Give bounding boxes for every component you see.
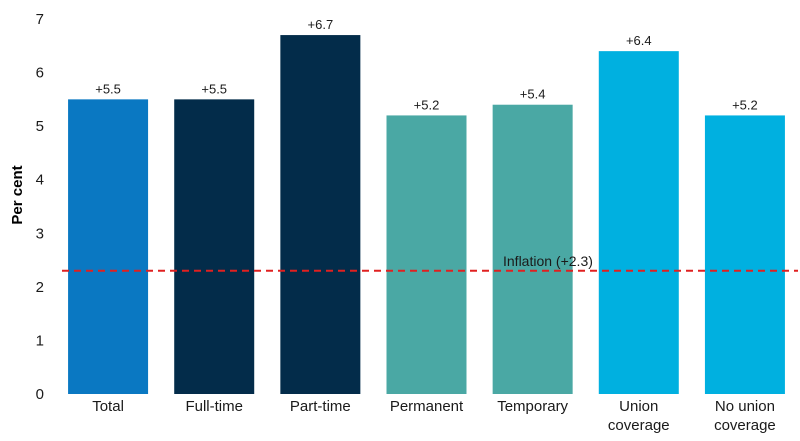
inflation-reference-label: Inflation (+2.3) xyxy=(503,253,593,269)
bar xyxy=(280,35,361,394)
y-tick-label: 3 xyxy=(36,225,44,242)
x-tick-label: Union xyxy=(619,398,658,415)
bar xyxy=(174,99,255,394)
x-tick-label: Temporary xyxy=(497,398,568,415)
x-tick-label: Full-time xyxy=(185,398,243,415)
x-tick-label: Part-time xyxy=(290,398,351,415)
reference-line-group: Inflation (+2.3) xyxy=(62,253,798,272)
data-label: +5.2 xyxy=(732,97,758,112)
bar xyxy=(68,99,149,394)
data-label: +5.5 xyxy=(95,81,121,96)
y-axis-title: Per cent xyxy=(9,165,26,224)
y-tick-label: 6 xyxy=(36,65,44,82)
y-tick-label: 1 xyxy=(36,332,44,349)
bar xyxy=(598,51,679,395)
data-label: +6.7 xyxy=(308,17,334,32)
data-labels: +5.5 +5.5 +6.7 +5.2 +5.4 +6.4 +5.2 xyxy=(95,17,758,112)
bar xyxy=(386,115,467,394)
y-tick-label: 4 xyxy=(36,172,44,189)
y-axis-title-group: Per cent xyxy=(9,165,26,224)
y-tick-label: 5 xyxy=(36,118,44,135)
data-label: +5.5 xyxy=(201,81,227,96)
data-label: +5.4 xyxy=(520,87,546,102)
x-tick-label: coverage xyxy=(714,417,776,434)
x-tick-label: Permanent xyxy=(390,398,464,415)
y-tick-label: 7 xyxy=(36,11,44,28)
y-tick-label: 2 xyxy=(36,279,44,296)
x-tick-label: Total xyxy=(92,398,124,415)
x-tick-label: coverage xyxy=(608,417,670,434)
data-label: +6.4 xyxy=(626,33,652,48)
data-label: +5.2 xyxy=(414,97,440,112)
x-tick-label: No union xyxy=(715,398,775,415)
bar xyxy=(492,104,573,394)
bars xyxy=(68,35,785,395)
x-axis-labels: Total Full-time Part-time Permanent Temporar… xyxy=(92,398,776,434)
y-axis-ticks: 0 1 2 3 4 5 6 7 xyxy=(36,11,44,403)
bar xyxy=(704,115,785,394)
y-tick-label: 0 xyxy=(36,386,44,403)
